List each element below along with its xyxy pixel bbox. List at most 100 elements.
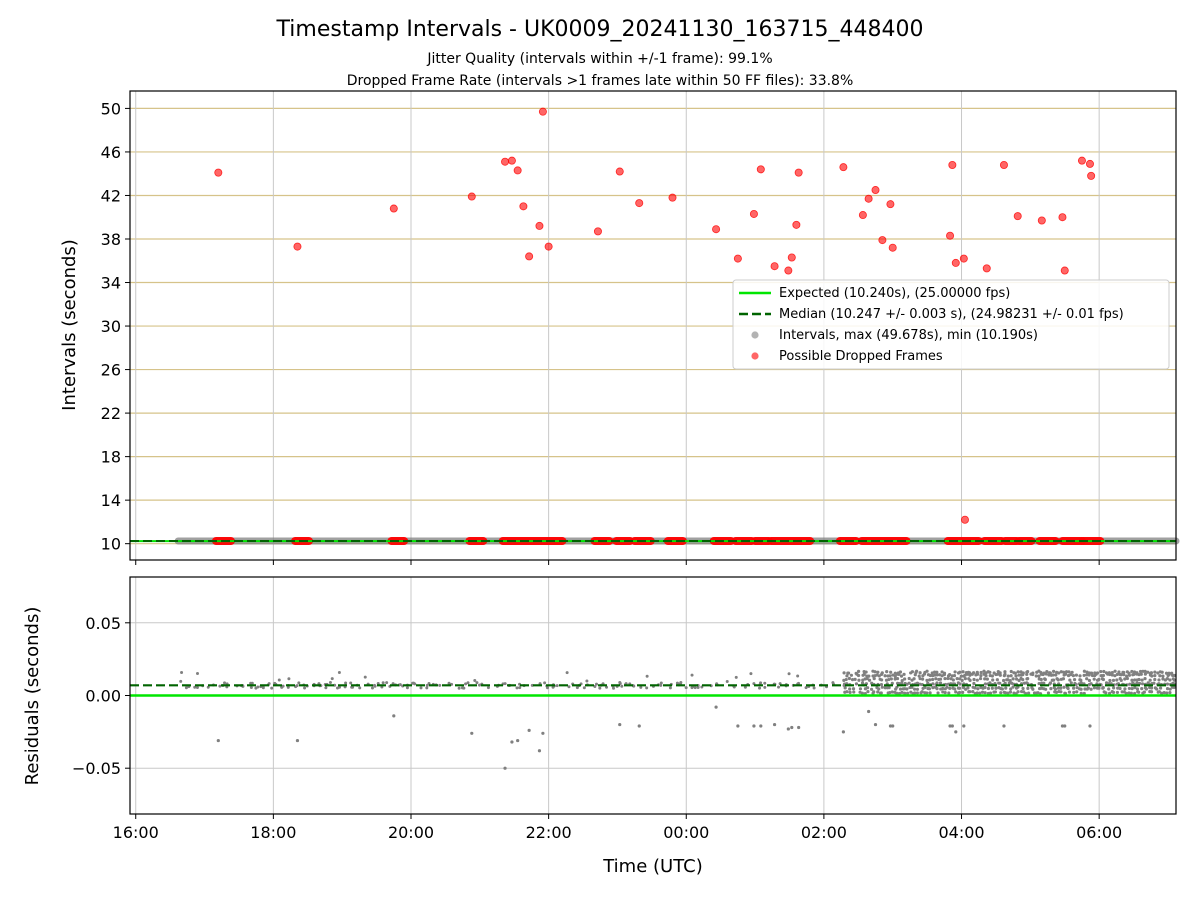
residual-point — [1143, 669, 1147, 673]
residual-point — [475, 681, 479, 685]
residual-point — [1053, 687, 1058, 691]
residual-point — [850, 677, 855, 682]
residual-point — [1146, 670, 1150, 674]
residual-point — [890, 681, 894, 685]
residual-point — [941, 690, 945, 694]
residual-point — [1165, 682, 1170, 686]
residual-point — [1102, 669, 1106, 674]
residual-point — [1066, 686, 1070, 691]
dropped-frame-point — [535, 221, 544, 230]
residual-point — [1086, 686, 1090, 690]
residual-point — [1092, 686, 1097, 690]
residual-point — [1007, 681, 1011, 685]
residual-point — [1104, 681, 1109, 685]
intervals-y-tick-label: 30 — [101, 317, 121, 336]
x-tick-label: 02:00 — [801, 823, 847, 842]
residual-point — [954, 690, 958, 694]
dropped-frame-point — [839, 163, 848, 172]
residual-point — [843, 686, 847, 690]
residual-point — [1009, 674, 1013, 678]
residual-point — [972, 671, 976, 675]
residual-point — [696, 685, 700, 689]
residual-outlier-point — [1002, 724, 1006, 728]
residual-point — [961, 690, 965, 694]
intervals-y-tick-label: 38 — [101, 230, 121, 249]
residual-point — [1057, 671, 1061, 675]
residual-point — [659, 681, 663, 685]
residual-point — [1149, 690, 1154, 694]
residual-point — [898, 687, 903, 691]
residual-point — [942, 671, 947, 675]
residual-point — [895, 676, 900, 681]
residual-point — [1130, 687, 1134, 691]
residual-point — [1004, 686, 1008, 690]
residual-point — [1104, 671, 1109, 675]
residual-point — [195, 672, 199, 676]
residual-point — [983, 691, 987, 695]
residual-point — [988, 691, 993, 695]
residual-point — [349, 681, 353, 685]
residual-point — [690, 686, 694, 690]
residual-point — [328, 680, 332, 684]
residual-point — [1013, 671, 1017, 675]
residual-point — [1079, 687, 1083, 691]
residual-point — [1074, 682, 1078, 687]
dropped-frame-point — [946, 231, 955, 240]
residual-point — [1021, 678, 1025, 682]
residual-point — [385, 681, 389, 685]
residual-point — [1132, 670, 1137, 674]
residual-point — [1138, 669, 1143, 674]
residual-point — [1082, 673, 1086, 677]
residual-point — [1048, 681, 1053, 685]
residual-point — [1165, 677, 1169, 681]
residual-point — [1168, 691, 1172, 695]
residual-point — [1083, 687, 1087, 691]
residual-point — [1137, 690, 1141, 694]
residual-point — [1153, 674, 1157, 678]
residual-point — [985, 677, 989, 681]
residual-point — [945, 685, 949, 689]
dropped-frame-point — [794, 168, 803, 177]
residual-point — [1168, 678, 1172, 682]
residual-point — [1143, 677, 1147, 681]
dropped-frame-point — [959, 254, 968, 263]
residual-point — [968, 671, 972, 675]
residual-point — [344, 681, 348, 685]
residual-point — [865, 686, 870, 690]
residual-point — [330, 677, 334, 681]
residual-point — [1153, 677, 1157, 682]
residual-point — [1051, 669, 1056, 673]
residual-point — [1097, 677, 1101, 682]
residual-point — [1101, 686, 1105, 690]
residual-point — [1135, 687, 1140, 691]
residual-point — [893, 674, 897, 678]
intervals-data — [130, 107, 1180, 545]
residual-point — [943, 676, 947, 681]
residual-outlier-point — [873, 722, 878, 727]
residual-point — [1022, 690, 1026, 694]
residual-point — [983, 685, 987, 690]
residual-point — [1170, 671, 1174, 675]
intervals-y-tick-label: 22 — [101, 404, 121, 423]
intervals-axes-frame — [129, 90, 1177, 561]
residual-point — [1009, 687, 1013, 691]
residual-point — [938, 681, 943, 685]
residual-point — [270, 686, 274, 690]
residual-point — [1008, 690, 1013, 694]
residual-point — [1027, 691, 1031, 695]
residual-point — [880, 671, 884, 675]
residual-point — [1009, 669, 1013, 674]
residual-point — [1108, 678, 1112, 683]
residual-point — [1111, 678, 1116, 683]
residual-point — [1079, 678, 1083, 682]
residual-point — [1006, 691, 1010, 695]
residual-point — [993, 690, 998, 694]
residual-point — [876, 690, 880, 694]
residual-point — [858, 687, 863, 691]
residual-point — [1062, 685, 1066, 689]
residual-point — [897, 672, 901, 677]
residual-point — [935, 681, 939, 685]
residual-point — [1051, 673, 1055, 677]
residual-point — [848, 687, 852, 691]
residual-point — [1087, 678, 1092, 683]
